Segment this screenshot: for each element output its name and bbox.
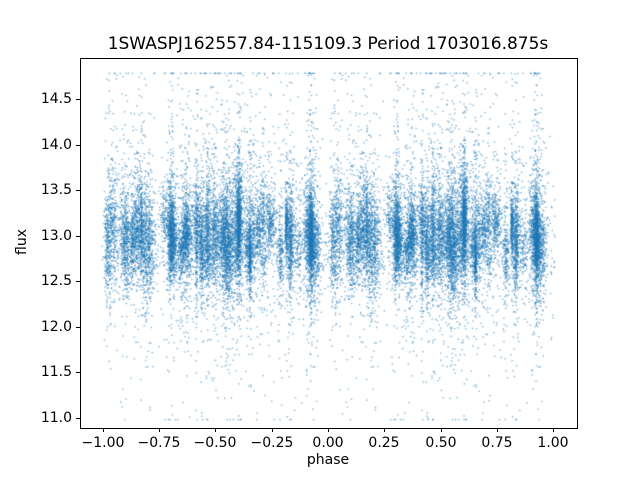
- x-tick-mark: [215, 428, 216, 432]
- x-tick-mark: [272, 428, 273, 432]
- x-tick-label: −0.75: [137, 435, 181, 451]
- y-tick-mark: [76, 99, 80, 100]
- plot-area: [80, 58, 578, 429]
- x-tick-mark: [384, 428, 385, 432]
- y-tick-mark: [76, 145, 80, 146]
- x-tick-label: −1.00: [81, 435, 125, 451]
- y-tick-mark: [76, 418, 80, 419]
- x-tick-mark: [328, 428, 329, 432]
- y-tick-label: 11.0: [40, 410, 72, 426]
- y-axis-label: flux: [14, 229, 30, 255]
- y-tick-label: 12.0: [40, 319, 72, 335]
- y-tick-mark: [76, 372, 80, 373]
- x-tick-label: −0.25: [250, 435, 294, 451]
- y-tick-mark: [76, 236, 80, 237]
- x-tick-mark: [553, 428, 554, 432]
- x-axis-label: phase: [306, 452, 350, 468]
- x-tick-mark: [103, 428, 104, 432]
- y-tick-mark: [76, 190, 80, 191]
- x-tick-mark: [497, 428, 498, 432]
- x-tick-mark: [441, 428, 442, 432]
- scatter-canvas: [81, 59, 577, 428]
- y-tick-label: 13.5: [40, 182, 72, 198]
- chart-title: 1SWASPJ162557.84-115109.3 Period 1703016…: [107, 34, 549, 54]
- y-tick-label: 14.5: [40, 91, 72, 107]
- x-tick-label: 0.25: [368, 435, 400, 451]
- y-tick-label: 11.5: [40, 364, 72, 380]
- y-tick-label: 12.5: [40, 273, 72, 289]
- y-tick-mark: [76, 327, 80, 328]
- x-tick-label: −0.50: [193, 435, 237, 451]
- y-tick-mark: [76, 281, 80, 282]
- y-tick-label: 14.0: [40, 137, 72, 153]
- x-tick-mark: [159, 428, 160, 432]
- x-tick-label: 0.75: [481, 435, 513, 451]
- x-tick-label: 0.00: [312, 435, 344, 451]
- x-tick-label: 0.50: [425, 435, 457, 451]
- y-tick-label: 13.0: [40, 228, 72, 244]
- x-tick-label: 1.00: [537, 435, 569, 451]
